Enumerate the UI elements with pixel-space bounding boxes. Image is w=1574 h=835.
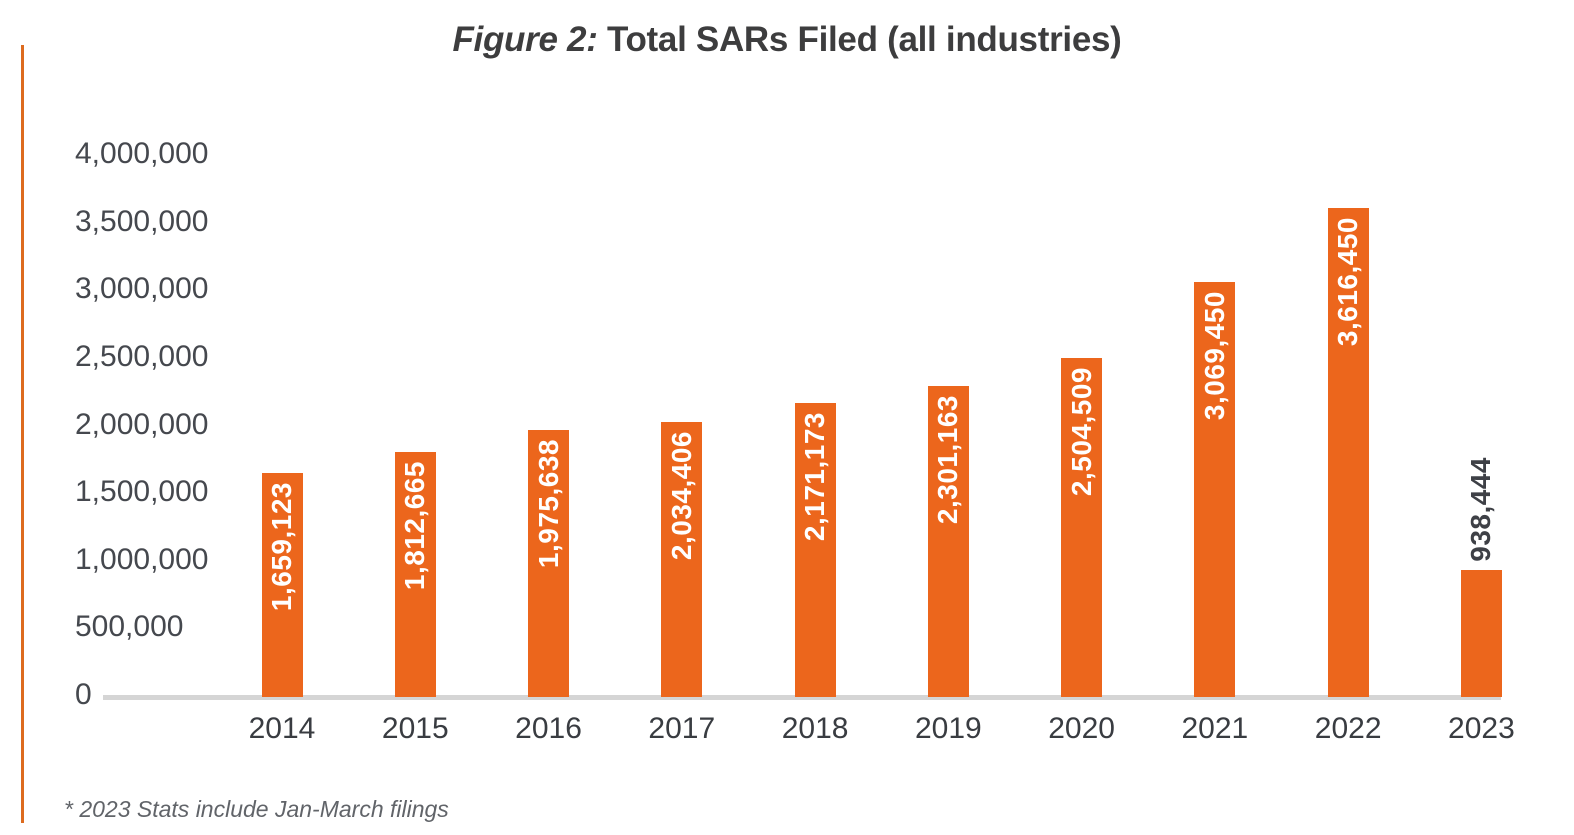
y-axis-tick-label: 0 [75,678,92,711]
bar-2016: 1,975,638 [528,429,570,697]
x-axis-label-2019: 2019 [914,712,982,745]
bar-value-label-2018: 2,171,173 [799,412,831,542]
bar-2022: 3,616,450 [1327,207,1369,697]
bar-2018: 2,171,173 [794,403,836,697]
x-axis-label-2023: 2023 [1448,712,1515,745]
bar-value-label-2022: 3,616,450 [1332,216,1364,346]
bar-2017: 2,034,406 [661,421,703,697]
bar-2014: 1,659,123 [261,472,303,697]
x-axis-label-2018: 2018 [781,712,849,745]
bar-value-label-2019: 2,301,163 [932,394,964,524]
bar-2021: 3,069,450 [1194,281,1236,697]
bar-value-label-2023: 938,444 [1465,457,1497,563]
y-axis-tick-label: 1,000,000 [75,542,209,576]
x-axis-label-2021: 2021 [1181,712,1249,745]
x-axis-label-2022: 2022 [1314,712,1382,745]
y-axis-tick-label: 1,500,000 [75,475,209,509]
left-accent-line [21,45,24,823]
chart-title-figure-label: Figure 2: [452,20,598,59]
x-axis-label-2015: 2015 [381,712,449,745]
bar-2023: 938,444 [1460,457,1502,697]
y-axis-tick-label: 3,000,000 [75,272,209,306]
x-axis-label-2017: 2017 [648,712,716,745]
y-axis-tick-label: 2,500,000 [75,339,209,373]
y-axis-tick-label: 2,000,000 [75,407,209,441]
x-axis-baseline [103,695,1501,700]
bar-2015: 1,812,665 [394,451,436,697]
y-axis-tick-label: 4,000,000 [75,137,209,170]
chart-footnote: * 2023 Stats include Jan-March filings [64,796,449,822]
bar-value-label-2016: 1,975,638 [532,438,564,568]
bar-value-label-2020: 2,504,509 [1065,367,1097,497]
bar-2020: 2,504,509 [1061,358,1103,697]
chart-title: Figure 2: Total SARs Filed (all industri… [0,20,1574,60]
bar-value-label-2021: 3,069,450 [1198,290,1230,420]
y-axis-tick-label: 3,500,000 [75,204,209,238]
bar-value-label-2015: 1,812,665 [399,460,431,590]
bar-value-label-2017: 2,034,406 [665,430,697,560]
y-axis-tick-label: 500,000 [75,610,184,644]
bar-value-label-2014: 1,659,123 [266,481,297,611]
x-axis-label-2016: 2016 [515,712,582,745]
chart-title-text: Total SARs Filed (all industries) [597,20,1122,59]
bar-2019: 2,301,163 [927,385,969,697]
x-axis-label-2020: 2020 [1048,712,1115,745]
x-axis-label-2014: 2014 [248,712,316,745]
